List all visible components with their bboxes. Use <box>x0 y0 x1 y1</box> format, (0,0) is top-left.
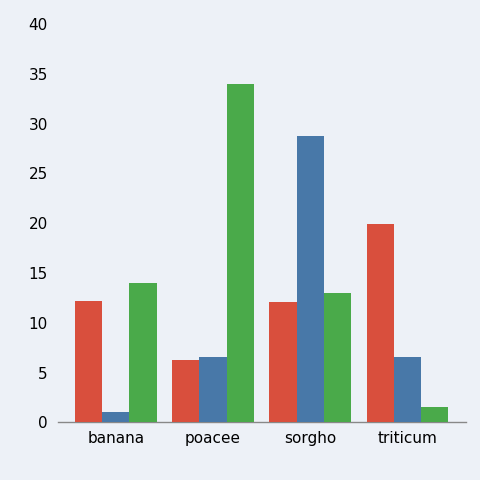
Bar <box>75 301 102 422</box>
Bar <box>394 357 421 422</box>
Bar <box>199 357 227 422</box>
Bar <box>269 302 297 422</box>
Bar <box>367 224 394 422</box>
Bar <box>297 135 324 422</box>
Bar <box>421 408 448 422</box>
Bar <box>102 412 130 422</box>
Bar <box>172 360 199 422</box>
Bar <box>324 293 351 422</box>
Bar <box>130 283 156 422</box>
Bar <box>227 84 254 422</box>
